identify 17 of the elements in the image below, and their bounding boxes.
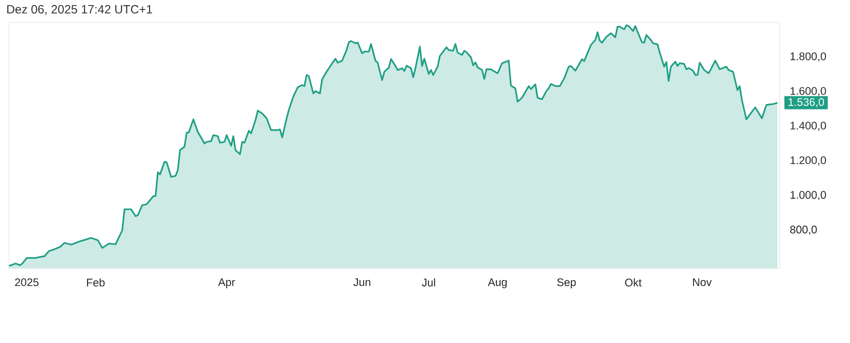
x-tick-label: Sep <box>557 278 576 288</box>
y-tick-label: 1.200,0 <box>790 156 826 166</box>
y-tick-label: 800,0 <box>790 226 817 235</box>
x-tick-label: Nov <box>693 278 712 286</box>
x-tick-label: 2025 <box>15 278 39 286</box>
y-tick-label: 1.400,0 <box>790 122 826 131</box>
x-tick-label: Apr <box>218 278 236 288</box>
x-tick-label: Jun <box>353 278 370 286</box>
x-tick-label: Okt <box>625 278 642 286</box>
x-tick-label: Aug <box>488 278 507 288</box>
y-tick-label: 1.800,0 <box>790 52 826 62</box>
y-tick-label: 1.000,0 <box>790 191 826 200</box>
y-tick-label: 1.600,0 <box>790 87 826 96</box>
x-tick-label: Feb <box>87 278 105 286</box>
x-tick-label: Jul <box>422 278 436 286</box>
text: Dez 06, 2025 17:42 UTC+1 <box>7 5 152 15</box>
annotation: 1.536,0 <box>788 98 824 108</box>
